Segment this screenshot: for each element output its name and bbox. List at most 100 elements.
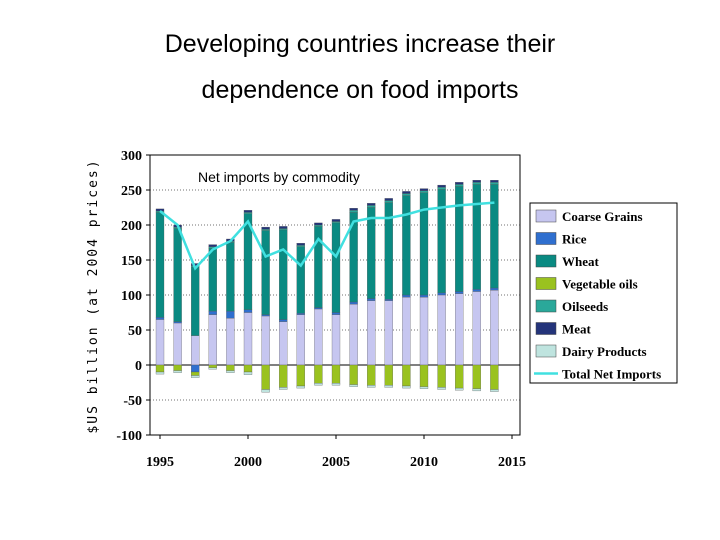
y-tick-label: -50 bbox=[123, 394, 142, 409]
bar-segment-meat bbox=[437, 184, 446, 188]
bar-segment-rice bbox=[402, 294, 411, 298]
bar-segment-vegetable-oils bbox=[261, 364, 270, 390]
bar-segment-rice bbox=[243, 309, 253, 313]
bar-segment-meat bbox=[490, 180, 499, 183]
legend-swatch-meat bbox=[535, 322, 557, 335]
legend-label-oilseeds: Oilseeds bbox=[562, 299, 608, 314]
bar-segment-oilseeds bbox=[367, 205, 376, 208]
bar-segment-wheat bbox=[226, 242, 235, 312]
bar-segment-wheat bbox=[155, 212, 165, 318]
bar-segment-vegetable-oils bbox=[419, 364, 429, 387]
bar-segment-coarse-grains bbox=[419, 296, 429, 366]
bar-segment-dairy-products bbox=[208, 367, 217, 370]
bar-segment-vegetable-oils bbox=[455, 364, 464, 389]
bar-segment-wheat bbox=[437, 189, 446, 294]
legend-label-dairy-products: Dairy Products bbox=[562, 344, 647, 359]
bar-segment-rice bbox=[419, 294, 429, 298]
bar-segment-oilseeds bbox=[402, 193, 411, 196]
bar-segment-vegetable-oils bbox=[279, 364, 288, 388]
x-tick-label: 1995 bbox=[146, 455, 174, 470]
bar-segment-coarse-grains bbox=[349, 303, 358, 366]
bar-segment-oilseeds bbox=[384, 200, 393, 203]
bar-segment-rice bbox=[314, 307, 323, 310]
bar-segment-meat bbox=[402, 191, 411, 194]
bar-segment-dairy-products bbox=[419, 386, 429, 389]
bar-segment-coarse-grains bbox=[384, 300, 393, 366]
bar-segment-vegetable-oils bbox=[296, 364, 305, 387]
bar-segment-vegetable-oils bbox=[173, 364, 182, 371]
bar-segment-wheat bbox=[173, 228, 182, 322]
bar-segment-rice bbox=[173, 321, 182, 324]
bar-segment-vegetable-oils bbox=[314, 364, 323, 384]
y-tick-label: 50 bbox=[128, 324, 142, 339]
y-tick-label: -100 bbox=[116, 429, 142, 444]
legend: Coarse Grains Rice Wheat Vegetable oils Oils… bbox=[529, 202, 678, 384]
bar-segment-rice bbox=[279, 319, 288, 322]
bar-segment-rice bbox=[455, 291, 464, 294]
bar-segment-meat bbox=[314, 222, 323, 226]
y-tick-label: 200 bbox=[121, 219, 142, 234]
bar-segment-dairy-products bbox=[243, 371, 253, 375]
bar-segment-wheat bbox=[296, 246, 305, 314]
bar-segment-dairy-products bbox=[155, 371, 165, 375]
legend-swatch-rice bbox=[535, 232, 557, 245]
bar-segment-wheat bbox=[191, 266, 200, 336]
legend-label-meat: Meat bbox=[562, 322, 592, 337]
bar-segment-meat bbox=[472, 180, 481, 183]
bar-segment-vegetable-oils bbox=[349, 364, 358, 385]
bar-segment-oilseeds bbox=[314, 224, 323, 227]
chart-subtitle: Net imports by commodity bbox=[198, 169, 360, 185]
bar-segment-vegetable-oils bbox=[331, 364, 341, 384]
chart-title-line-2: dependence on food imports bbox=[201, 76, 519, 104]
bar-segment-dairy-products bbox=[384, 385, 393, 388]
bar-segment-dairy-products bbox=[455, 387, 464, 391]
bar-segment-rice bbox=[384, 299, 393, 301]
bar-segment-vegetable-oils bbox=[490, 364, 499, 390]
bar-segment-oilseeds bbox=[296, 245, 305, 247]
bar-segment-dairy-products bbox=[314, 383, 323, 386]
bar-segment-meat bbox=[155, 208, 165, 212]
bar-segment-wheat bbox=[331, 222, 341, 313]
bar-segment-wheat bbox=[279, 229, 288, 320]
bar-segment-coarse-grains bbox=[331, 314, 341, 366]
bar-segment-vegetable-oils bbox=[472, 364, 481, 389]
bar-segment-coarse-grains bbox=[402, 296, 411, 366]
bar-segment-wheat bbox=[367, 207, 376, 299]
legend-swatch-wheat bbox=[535, 254, 557, 268]
bar-segment-meat bbox=[419, 188, 429, 191]
bar-segment-dairy-products bbox=[296, 385, 305, 389]
bar-segment-wheat bbox=[208, 247, 217, 312]
bar-segment-dairy-products bbox=[349, 384, 358, 387]
bar-segment-dairy-products bbox=[437, 387, 446, 390]
bar-segment-vegetable-oils bbox=[208, 364, 217, 368]
y-tick-label: 0 bbox=[135, 359, 142, 374]
bar-segment-meat bbox=[279, 226, 288, 229]
bar-segment-oilseeds bbox=[490, 182, 499, 185]
bar-segment-coarse-grains bbox=[243, 312, 253, 366]
bar-segment-meat bbox=[261, 226, 270, 230]
bar-segment-vegetable-oils bbox=[384, 364, 393, 386]
bar-segment-vegetable-oils bbox=[367, 364, 376, 386]
bar-segment-rice bbox=[191, 364, 200, 373]
legend-label-vegetable-oils: Vegetable oils bbox=[562, 277, 638, 292]
bar-segment-oilseeds bbox=[261, 229, 270, 231]
bar-segment-coarse-grains bbox=[367, 300, 376, 366]
bar-segment-coarse-grains bbox=[296, 314, 305, 366]
bar-segment-vegetable-oils bbox=[402, 364, 411, 387]
legend-label-wheat: Wheat bbox=[562, 254, 600, 269]
bar-segment-dairy-products bbox=[279, 387, 288, 390]
total-net-imports-line bbox=[159, 201, 495, 271]
bar-segment-meat bbox=[331, 219, 341, 222]
bar-segment-vegetable-oils bbox=[155, 364, 165, 373]
bar-segment-dairy-products bbox=[173, 370, 182, 373]
bar-segment-rice bbox=[472, 289, 481, 292]
bar-segment-coarse-grains bbox=[472, 291, 481, 366]
bar-segment-rice bbox=[261, 314, 270, 317]
bar-segment-rice bbox=[367, 298, 376, 301]
legend-swatch-coarse-grains bbox=[535, 209, 557, 223]
bar-segment-coarse-grains bbox=[455, 293, 464, 366]
bar-segment-rice bbox=[155, 317, 165, 320]
bar-segment-coarse-grains bbox=[437, 294, 446, 366]
bar-segment-oilseeds bbox=[243, 212, 253, 214]
bar-segment-meat bbox=[349, 208, 358, 211]
